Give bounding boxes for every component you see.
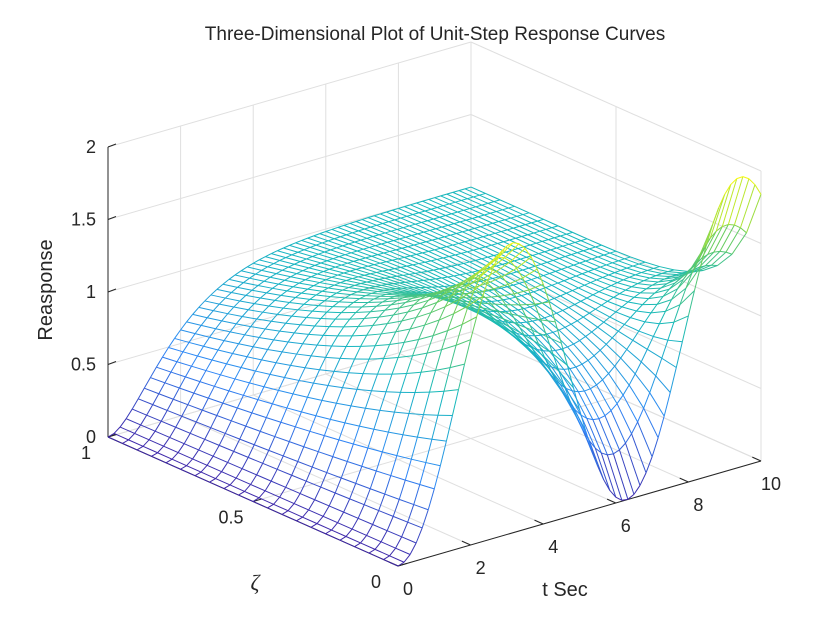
mesh-segment-zeta	[564, 369, 570, 370]
mesh-segment-t	[340, 358, 355, 359]
y-tick-label: 0.5	[218, 508, 243, 528]
z-tick-label: 0	[86, 427, 96, 447]
y-tick-label: 0	[371, 572, 381, 592]
x-axis-label: t Sec	[542, 579, 588, 601]
chart-title: Three-Dimensional Plot of Unit-Step Resp…	[205, 24, 665, 45]
z-tick-label: 1.5	[71, 210, 96, 230]
mesh-segment-zeta	[491, 301, 497, 302]
mesh-segment-t	[350, 318, 365, 319]
x-tick-label: 0	[403, 579, 413, 599]
mesh-segment-t	[315, 326, 330, 327]
z-tick-label: 0.5	[71, 355, 96, 375]
mesh-segment-zeta	[506, 311, 512, 312]
mesh-segment-t	[386, 294, 401, 295]
mesh-segment-t	[323, 335, 338, 336]
x-tick-label: 6	[621, 516, 631, 536]
mesh-segment-t	[352, 335, 367, 336]
x-tick-label: 2	[476, 558, 486, 578]
mesh-segment-t	[321, 319, 336, 320]
mesh-segment-t	[366, 296, 381, 297]
mesh-segment-t	[392, 373, 407, 374]
mesh-segment-t	[339, 302, 354, 303]
z-axis-label: Reasponse	[35, 239, 57, 340]
x-tick-label: 10	[761, 474, 781, 494]
mesh-segment-t	[386, 392, 401, 393]
z-tick-label: 2	[86, 137, 96, 157]
mesh-segment-zeta	[535, 335, 541, 336]
mesh-segment-t	[362, 306, 377, 307]
mesh-segment-t	[368, 302, 383, 303]
x-tick-label: 4	[548, 537, 558, 557]
z-tick-label: 1	[86, 282, 96, 302]
x-tick-label: 8	[693, 495, 703, 515]
mesh-segment-t	[423, 415, 438, 416]
mesh-segment-t	[361, 346, 376, 347]
mesh-segment-zeta	[520, 322, 526, 323]
